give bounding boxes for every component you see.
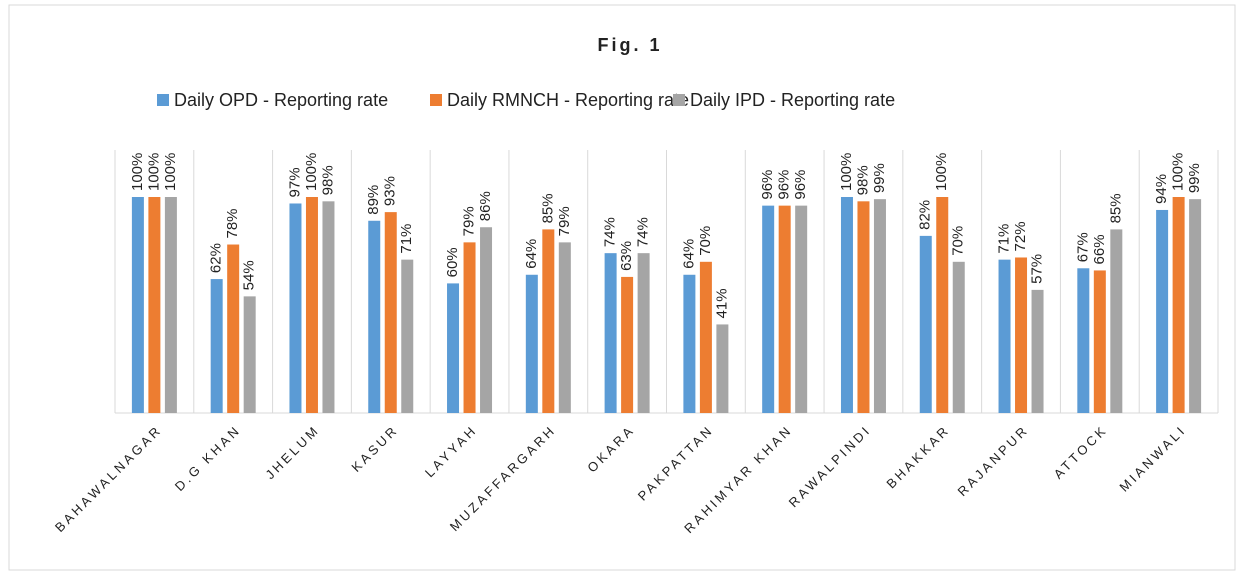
data-label: 72% bbox=[1012, 221, 1029, 251]
data-label: 85% bbox=[1107, 193, 1124, 223]
legend-swatch bbox=[673, 94, 685, 106]
data-label: 64% bbox=[523, 239, 540, 269]
data-label: 74% bbox=[635, 217, 652, 247]
bar bbox=[1031, 289, 1044, 413]
data-label: 100% bbox=[303, 153, 320, 191]
data-label: 100% bbox=[933, 153, 950, 191]
bar bbox=[148, 197, 161, 413]
bar bbox=[401, 259, 414, 413]
bar bbox=[525, 274, 538, 413]
data-label: 89% bbox=[365, 185, 382, 215]
bar bbox=[322, 201, 335, 413]
bar bbox=[762, 205, 775, 413]
data-label: 97% bbox=[286, 167, 303, 197]
bar bbox=[210, 279, 223, 413]
bar bbox=[998, 259, 1011, 413]
legend-swatch bbox=[157, 94, 169, 106]
data-label: 94% bbox=[1153, 174, 1170, 204]
bar bbox=[164, 197, 177, 413]
data-label: 98% bbox=[319, 165, 336, 195]
data-label: 70% bbox=[697, 226, 714, 256]
data-label: 63% bbox=[618, 241, 635, 271]
data-label: 99% bbox=[871, 163, 888, 193]
bar bbox=[699, 261, 712, 413]
bar bbox=[919, 235, 932, 413]
bar bbox=[384, 212, 397, 413]
data-label: 100% bbox=[145, 153, 162, 191]
bar bbox=[795, 205, 808, 413]
legend-label: Daily OPD - Reporting rate bbox=[174, 90, 388, 110]
bar bbox=[936, 197, 949, 413]
data-label: 67% bbox=[1074, 232, 1091, 262]
data-label: 54% bbox=[241, 260, 258, 290]
data-label: 71% bbox=[996, 224, 1013, 254]
data-label: 71% bbox=[398, 224, 415, 254]
data-label: 86% bbox=[477, 191, 494, 221]
data-label: 93% bbox=[382, 176, 399, 206]
bar bbox=[873, 199, 886, 413]
data-label: 78% bbox=[224, 208, 241, 238]
bar bbox=[621, 276, 634, 413]
bar bbox=[368, 220, 381, 413]
data-label: 70% bbox=[950, 226, 967, 256]
bar bbox=[558, 242, 571, 413]
bar bbox=[716, 324, 729, 413]
data-label: 41% bbox=[713, 288, 730, 318]
bar bbox=[778, 205, 791, 413]
bar bbox=[463, 242, 476, 413]
data-label: 96% bbox=[776, 170, 793, 200]
bar bbox=[131, 197, 144, 413]
chart-title: Fig. 1 bbox=[597, 35, 662, 55]
data-label: 100% bbox=[162, 153, 179, 191]
bar bbox=[227, 244, 240, 413]
data-label: 79% bbox=[556, 206, 573, 236]
bar bbox=[857, 201, 870, 413]
data-label: 79% bbox=[461, 206, 478, 236]
bar bbox=[604, 253, 617, 413]
bar bbox=[1093, 270, 1106, 413]
data-label: 96% bbox=[792, 170, 809, 200]
bar bbox=[289, 203, 302, 413]
bar bbox=[480, 227, 493, 413]
data-label: 100% bbox=[129, 153, 146, 191]
bar bbox=[1015, 257, 1028, 413]
bar bbox=[1189, 199, 1202, 413]
data-label: 62% bbox=[208, 243, 225, 273]
bar bbox=[1156, 209, 1169, 413]
data-label: 57% bbox=[1029, 254, 1046, 284]
data-label: 82% bbox=[917, 200, 934, 230]
data-label: 99% bbox=[1186, 163, 1203, 193]
bar bbox=[840, 197, 853, 413]
data-label: 74% bbox=[602, 217, 619, 247]
bar bbox=[447, 283, 460, 413]
data-label: 66% bbox=[1091, 234, 1108, 264]
legend-label: Daily IPD - Reporting rate bbox=[690, 90, 895, 110]
data-label: 60% bbox=[444, 247, 461, 277]
bar bbox=[243, 296, 256, 413]
bar bbox=[305, 197, 318, 413]
bar bbox=[637, 253, 650, 413]
legend-swatch bbox=[430, 94, 442, 106]
data-label: 100% bbox=[838, 153, 855, 191]
data-label: 64% bbox=[680, 239, 697, 269]
bar bbox=[1110, 229, 1123, 413]
data-label: 100% bbox=[1170, 153, 1187, 191]
legend-label: Daily RMNCH - Reporting rate bbox=[447, 90, 689, 110]
bar bbox=[542, 229, 555, 413]
bar bbox=[1172, 197, 1185, 413]
data-label: 96% bbox=[759, 170, 776, 200]
bar bbox=[1077, 268, 1090, 413]
data-label: 98% bbox=[854, 165, 871, 195]
bar bbox=[683, 274, 696, 413]
data-label: 85% bbox=[539, 193, 556, 223]
bar bbox=[952, 261, 965, 413]
